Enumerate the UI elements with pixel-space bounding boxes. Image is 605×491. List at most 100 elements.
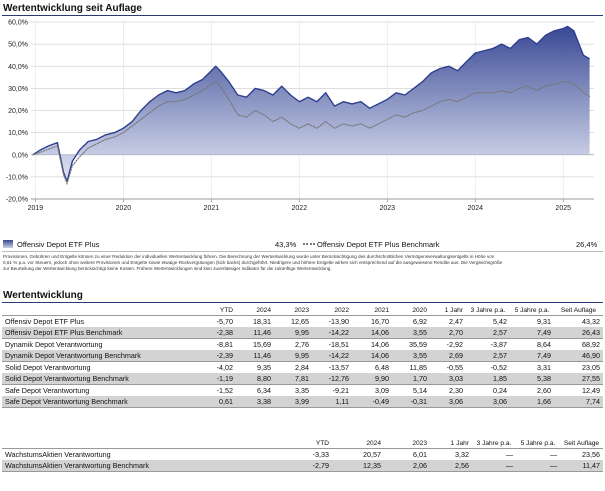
table-cell: 11,85 — [409, 363, 427, 372]
table-cell: -12,76 — [312, 373, 352, 385]
table-cell: 2,30 — [449, 386, 463, 395]
table-cell: 2,70 — [430, 327, 466, 339]
legend-swatch-dotted — [303, 243, 315, 245]
header-cell: 5 Jahre p.a. — [516, 437, 560, 449]
row-label: Dynamik Depot Verantwortung — [5, 340, 103, 349]
table-cell: 3,99 — [274, 396, 312, 408]
table-cell: -1,52 — [216, 386, 233, 395]
table-cell: 3,31 — [537, 363, 551, 372]
table-cell: 3,35 — [295, 386, 309, 395]
table-cell: -13,90 — [328, 317, 349, 326]
table-row: Dynamik Depot Verantwortung Benchmark -2,… — [2, 350, 603, 362]
table-cell: -2,38 — [198, 327, 236, 339]
header-cell: 2022 — [312, 304, 352, 316]
table-title-divider — [2, 302, 603, 303]
table-cell: 5,42 — [493, 317, 507, 326]
y-tick-label: -10,0% — [6, 174, 28, 181]
table-cell: 0,61 — [198, 396, 236, 408]
table-cell: 2,06 — [384, 460, 430, 472]
series-line-offensiv-depot — [32, 25, 590, 183]
table-cell: 9,35 — [257, 363, 271, 372]
header-cell — [2, 304, 198, 316]
table-header-row: YTD 2024 2023 1 Jahr 3 Jahre p.a. 5 Jahr… — [2, 437, 603, 449]
table-cell: -18,51 — [328, 340, 349, 349]
table-cell: -14,22 — [312, 327, 352, 339]
legend-series2-name: Offensiv Depot ETF Plus Benchmark — [317, 240, 440, 249]
table-cell: -4,02 — [216, 363, 233, 372]
x-tick-label: 2022 — [292, 205, 308, 212]
disclaimer-line: Provisionen, Gebühren und Entgelte könne… — [3, 254, 495, 259]
table-cell: -2,92 — [446, 340, 463, 349]
table-cell: 14,06 — [352, 350, 392, 362]
x-tick-label: 2024 — [467, 205, 483, 212]
x-tick-label: 2025 — [555, 205, 571, 212]
header-cell: YTD — [280, 437, 332, 449]
table-cell: 68,92 — [582, 340, 600, 349]
y-tick-label: -20,0% — [6, 197, 28, 204]
legend-series1-name: Offensiv Depot ETF Plus — [17, 240, 100, 249]
legend-swatch-area — [3, 240, 13, 248]
table-cell: 2,47 — [449, 317, 463, 326]
table-cell: 16,70 — [371, 317, 389, 326]
y-tick-label: 20,0% — [8, 108, 28, 115]
table-cell: 14,06 — [371, 340, 389, 349]
table-row: Offensiv Depot ETF Plus Benchmark -2,38 11… — [2, 327, 603, 339]
table-row: Safe Depot Verantwortung Benchmark 0,61 3,… — [2, 396, 603, 408]
table-cell: 3,06 — [466, 396, 510, 408]
header-cell: 1 Jahr — [430, 437, 472, 449]
table-cell: 1,85 — [466, 373, 510, 385]
table-cell: 8,64 — [537, 340, 551, 349]
row-label: Offensiv Depot ETF Plus Benchmark — [2, 327, 198, 339]
table-cell: 5,38 — [510, 373, 554, 385]
table-cell: 27,55 — [554, 373, 603, 385]
x-tick-label: 2023 — [379, 205, 395, 212]
row-label: WachstumsAktien Verantwortung Benchmark — [2, 460, 280, 472]
x-tick-label: 2020 — [116, 205, 132, 212]
table-cell: -2,79 — [280, 460, 332, 472]
table-cell: 9,31 — [537, 317, 551, 326]
row-label: Solid Depot Verantwortung — [5, 363, 91, 372]
table-row: Solid Depot Verantwortung Benchmark -1,19… — [2, 373, 603, 385]
table-cell: 3,55 — [392, 327, 430, 339]
table-cell: -13,57 — [328, 363, 349, 372]
y-tick-label: 60,0% — [8, 20, 28, 27]
table-row: WachstumsAktien Verantwortung -3,33 20,57 6… — [2, 449, 603, 461]
table-cell: 5,14 — [413, 386, 427, 395]
legend-series2-value: 26,4% — [576, 240, 598, 249]
table-cell: 2,57 — [466, 350, 510, 362]
y-tick-label: 0,0% — [12, 152, 28, 159]
table-cell: 9,95 — [274, 350, 312, 362]
table-row: Safe Depot Verantwortung -1,52 6,34 3,35 -9,… — [2, 385, 603, 397]
legend-divider — [2, 251, 603, 252]
table-cell: 9,90 — [352, 373, 392, 385]
row-label: Offensiv Depot ETF Plus — [5, 317, 84, 326]
table-header-row: YTD 2024 2023 2022 2021 2020 1 Jahr 3 Ja… — [2, 304, 603, 316]
table-cell: 46,90 — [554, 350, 603, 362]
header-cell: 2021 — [352, 304, 392, 316]
disclaimer-line: zur Beurteilung der Wertentwicklung berü… — [3, 266, 332, 271]
y-tick-label: 40,0% — [8, 64, 28, 71]
table-cell: 15,69 — [253, 340, 271, 349]
table-cell: 2,84 — [295, 363, 309, 372]
table-cell: 8,80 — [236, 373, 274, 385]
header-cell: 1 Jahr — [430, 304, 466, 316]
table-cell: 6,01 — [413, 450, 427, 459]
table-cell: 2,60 — [537, 386, 551, 395]
row-label: Solid Depot Verantwortung Benchmark — [2, 373, 198, 385]
table-cell: 7,49 — [510, 327, 554, 339]
table-cell: 7,49 — [510, 350, 554, 362]
table-cell: — — [472, 460, 516, 472]
table-cell: -3,33 — [312, 450, 329, 459]
table-cell: 18,31 — [253, 317, 271, 326]
header-cell: 2024 — [332, 437, 384, 449]
table-cell: 3,03 — [430, 373, 466, 385]
table-cell: 2,76 — [295, 340, 309, 349]
table-cell: 11,47 — [560, 460, 603, 472]
table-row: Dynamik Depot Verantwortung -8,81 15,69 2,7… — [2, 339, 603, 351]
table-cell: 11,46 — [236, 327, 274, 339]
header-cell: 3 Jahre p.a. — [472, 437, 516, 449]
table-cell: 1,66 — [510, 396, 554, 408]
header-cell: YTD — [198, 304, 236, 316]
table-cell: 6,48 — [375, 363, 389, 372]
table-cell: 3,06 — [430, 396, 466, 408]
